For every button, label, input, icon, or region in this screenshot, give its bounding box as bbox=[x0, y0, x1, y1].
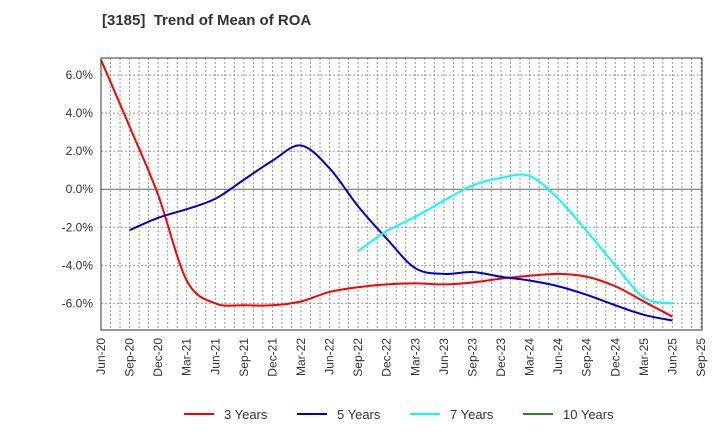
x-tick-label: Sep-25 bbox=[694, 338, 708, 377]
legend-label: 5 Years bbox=[337, 407, 381, 422]
x-tick-label: Mar-24 bbox=[523, 338, 537, 376]
legend-item: 10 Years bbox=[523, 407, 614, 422]
series-lines bbox=[100, 59, 673, 322]
x-tick-label: Mar-25 bbox=[637, 338, 651, 376]
y-tick-label: -6.0% bbox=[62, 296, 94, 310]
x-tick-label: Jun-21 bbox=[208, 338, 222, 375]
y-tick-label: -2.0% bbox=[62, 220, 94, 234]
x-tick-label: Mar-21 bbox=[180, 338, 194, 376]
x-tick-label: Mar-22 bbox=[294, 338, 308, 376]
series-line-3-years bbox=[100, 59, 673, 318]
series-line-7-years bbox=[357, 173, 673, 305]
x-tick-label: Jun-20 bbox=[94, 338, 108, 375]
x-tick-label: Jun-22 bbox=[323, 338, 337, 375]
legend-label: 10 Years bbox=[563, 407, 614, 422]
x-tick-label: Jun-25 bbox=[665, 338, 679, 375]
y-tick-label: 2.0% bbox=[66, 144, 94, 158]
x-tick-label: Sep-20 bbox=[123, 338, 137, 377]
x-tick-label: Mar-23 bbox=[408, 338, 422, 376]
legend-label: 7 Years bbox=[450, 407, 494, 422]
x-tick-label: Dec-21 bbox=[265, 338, 279, 377]
y-tick-label: 4.0% bbox=[66, 106, 94, 120]
x-tick-label: Dec-24 bbox=[608, 338, 622, 377]
y-tick-label: -4.0% bbox=[62, 258, 94, 272]
x-tick-label: Jun-24 bbox=[551, 338, 565, 375]
x-axis-ticks: Jun-20 Sep-20 Dec-20 Mar-21 Jun-21 Sep-21 Dec-… bbox=[94, 338, 708, 377]
y-axis-ticks: 6.0% 4.0% 2.0% 0.0% -2.0% -4.0% -6.0% bbox=[62, 68, 94, 310]
x-tick-label: Sep-21 bbox=[237, 338, 251, 377]
legend-label: 3 Years bbox=[224, 407, 268, 422]
legend-item: 7 Years bbox=[410, 407, 494, 422]
plot-frame bbox=[100, 57, 703, 331]
series-line-5-years bbox=[129, 144, 673, 322]
legend-item: 3 Years bbox=[184, 407, 268, 422]
y-tick-label: 6.0% bbox=[66, 68, 94, 82]
legend-item: 5 Years bbox=[297, 407, 381, 422]
x-tick-label: Dec-22 bbox=[380, 338, 394, 377]
chart-title: [3185] Trend of Mean of ROA bbox=[102, 12, 312, 29]
x-tick-label: Jun-23 bbox=[437, 338, 451, 375]
legend: 3 Years 5 Years 7 Years 10 Years bbox=[184, 407, 614, 422]
x-tick-label: Sep-22 bbox=[351, 338, 365, 377]
x-tick-label: Sep-23 bbox=[465, 338, 479, 377]
y-tick-label: 0.0% bbox=[66, 182, 94, 196]
x-tick-label: Sep-24 bbox=[580, 338, 594, 377]
x-tick-label: Dec-23 bbox=[494, 338, 508, 377]
x-tick-label: Dec-20 bbox=[151, 338, 165, 377]
